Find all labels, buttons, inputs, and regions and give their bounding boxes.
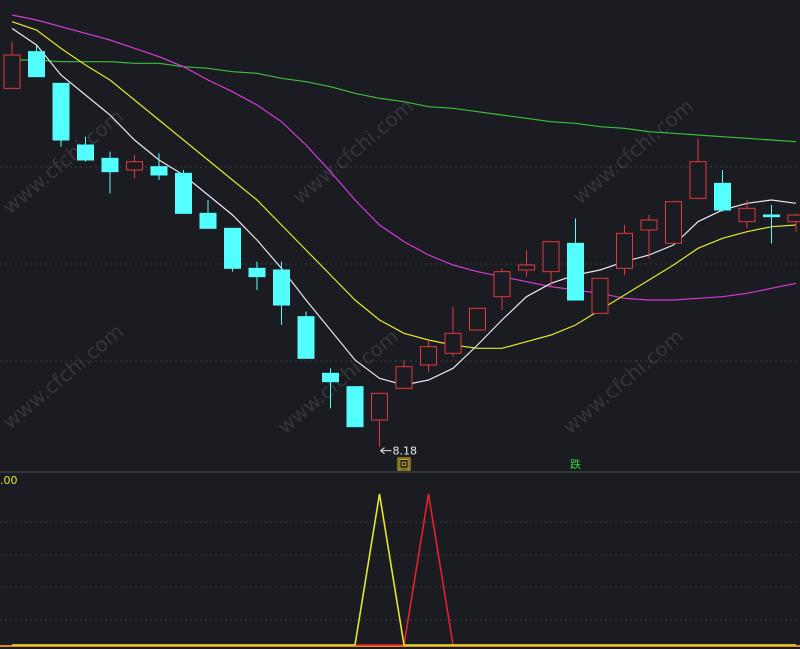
candle-body: [616, 232, 633, 269]
candle-body: [199, 212, 217, 229]
candle-body: [542, 241, 560, 273]
candle-body: [101, 157, 119, 173]
signal-label: 回: [399, 458, 410, 471]
candle-body: [689, 161, 707, 199]
indicator-line: [12, 493, 796, 646]
candle-body: [567, 242, 584, 301]
candle-body: [640, 219, 658, 231]
candle-body: [371, 392, 388, 421]
candle-body: [493, 271, 511, 298]
candle-body: [322, 372, 339, 383]
signal-box: [397, 457, 411, 471]
candle-body: [346, 386, 364, 428]
candle-body: [469, 307, 486, 331]
candle-body: [297, 316, 315, 359]
candle-body: [150, 166, 168, 176]
candle-body: [126, 161, 143, 171]
candle-body: [665, 201, 682, 244]
low-arrow-head: [380, 447, 385, 455]
low-price-label: 8.18: [393, 445, 418, 458]
candle-body: [52, 82, 70, 141]
moving-average-line: [11, 14, 797, 301]
moving-average-line: [12, 59, 797, 143]
candle-body: [420, 346, 437, 366]
candle-body: [77, 144, 94, 161]
indicator-label: .00: [0, 474, 18, 487]
candle-body: [395, 366, 413, 389]
candle-body: [763, 214, 780, 218]
signal-label: 跌: [570, 457, 581, 471]
candle-body: [518, 264, 535, 271]
candle-body: [248, 267, 266, 278]
candle-body: [787, 214, 800, 223]
candle-body: [273, 269, 290, 306]
candle-body: [3, 54, 21, 89]
moving-average-line: [11, 21, 797, 349]
candle-body: [28, 51, 45, 78]
candle-body: [175, 172, 192, 214]
candle-body: [714, 182, 731, 211]
candle-body: [224, 227, 241, 269]
candle-body: [738, 207, 756, 223]
candle-body: [591, 277, 609, 314]
candle-body: [444, 332, 462, 354]
